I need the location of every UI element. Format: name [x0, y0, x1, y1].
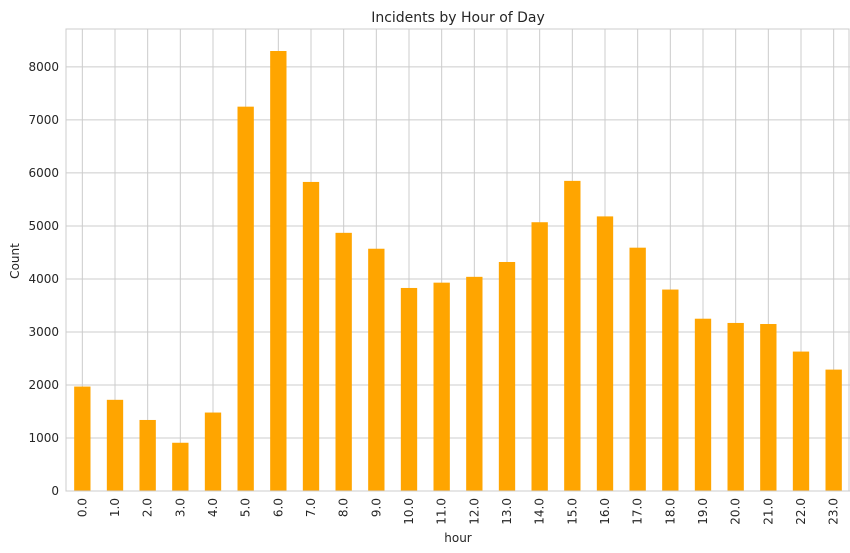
bar-hour-4.0	[204, 412, 222, 491]
x-tick-label: 3.0	[173, 498, 187, 517]
plot-frame	[65, 28, 850, 492]
bar-hour-0.0	[74, 386, 91, 491]
y-tick-label: 5000	[28, 219, 59, 233]
x-tick-label: 1.0	[108, 498, 122, 517]
bar-hour-20.0	[727, 322, 744, 491]
y-axis-ticks: 0 1000 2000 3000 4000 5000 6000 7000 8000	[28, 60, 59, 498]
x-tick-label: 14.0	[533, 498, 547, 525]
x-tick-label: 16.0	[598, 498, 612, 525]
bar-hour-12.0	[466, 276, 483, 491]
x-tick-label: 7.0	[304, 498, 318, 517]
bar-hour-23.0	[825, 369, 842, 491]
x-tick-label: 23.0	[827, 498, 841, 525]
x-tick-label: 15.0	[565, 498, 579, 525]
x-tick-label: 6.0	[271, 498, 285, 517]
bar-hour-14.0	[531, 222, 548, 491]
x-tick-label: 10.0	[402, 498, 416, 525]
x-tick-label: 5.0	[239, 498, 253, 517]
x-tick-label: 2.0	[141, 498, 155, 517]
y-tick-label: 1000	[28, 431, 59, 445]
bar-hour-19.0	[694, 318, 712, 491]
bar-hour-8.0	[335, 232, 352, 491]
x-tick-label: 9.0	[369, 498, 383, 517]
x-tick-label: 13.0	[500, 498, 514, 525]
y-tick-label: 6000	[28, 166, 59, 180]
bar-hour-9.0	[368, 248, 385, 491]
y-tick-label: 0	[51, 484, 59, 498]
x-tick-label: 0.0	[75, 498, 89, 517]
bar-hour-3.0	[172, 442, 189, 491]
y-tick-label: 8000	[28, 60, 59, 74]
bar-hour-2.0	[139, 419, 156, 491]
x-tick-label: 4.0	[206, 498, 220, 517]
bar-hour-5.0	[237, 106, 254, 491]
bar-hour-7.0	[302, 181, 320, 491]
bar-hour-16.0	[596, 216, 614, 491]
y-tick-label: 2000	[28, 378, 59, 392]
bar-hour-1.0	[106, 399, 124, 491]
x-tick-label: 8.0	[337, 498, 351, 517]
x-tick-label: 21.0	[761, 498, 775, 525]
x-tick-label: 17.0	[631, 498, 645, 525]
bar-hour-15.0	[564, 180, 581, 491]
bar-hour-22.0	[792, 351, 810, 491]
x-tick-label: 20.0	[729, 498, 743, 525]
y-tick-label: 3000	[28, 325, 59, 339]
x-axis-ticks: 0.0 1.0 2.0 3.0 4.0 5.0 6.0 7.0 8.0 9.0 10.0 11.0 12…	[75, 498, 840, 525]
x-axis-label: hour	[444, 531, 472, 545]
x-tick-label: 19.0	[696, 498, 710, 525]
bar-hour-11.0	[433, 282, 450, 491]
x-tick-label: 11.0	[435, 498, 449, 525]
y-tick-label: 4000	[28, 272, 59, 286]
y-axis-label: Count	[8, 243, 22, 279]
bar-hour-10.0	[400, 287, 418, 491]
bar-hour-13.0	[498, 261, 516, 491]
bar-hour-21.0	[760, 324, 777, 491]
y-tick-label: 7000	[28, 113, 59, 127]
bar-hour-18.0	[662, 289, 679, 491]
x-tick-label: 12.0	[467, 498, 481, 525]
bar-hour-17.0	[629, 247, 646, 491]
bar-hour-6.0	[270, 51, 287, 491]
x-tick-label: 18.0	[663, 498, 677, 525]
bars-layer	[74, 51, 842, 491]
chart-title: Incidents by Hour of Day	[371, 10, 545, 26]
x-tick-label: 22.0	[794, 498, 808, 525]
